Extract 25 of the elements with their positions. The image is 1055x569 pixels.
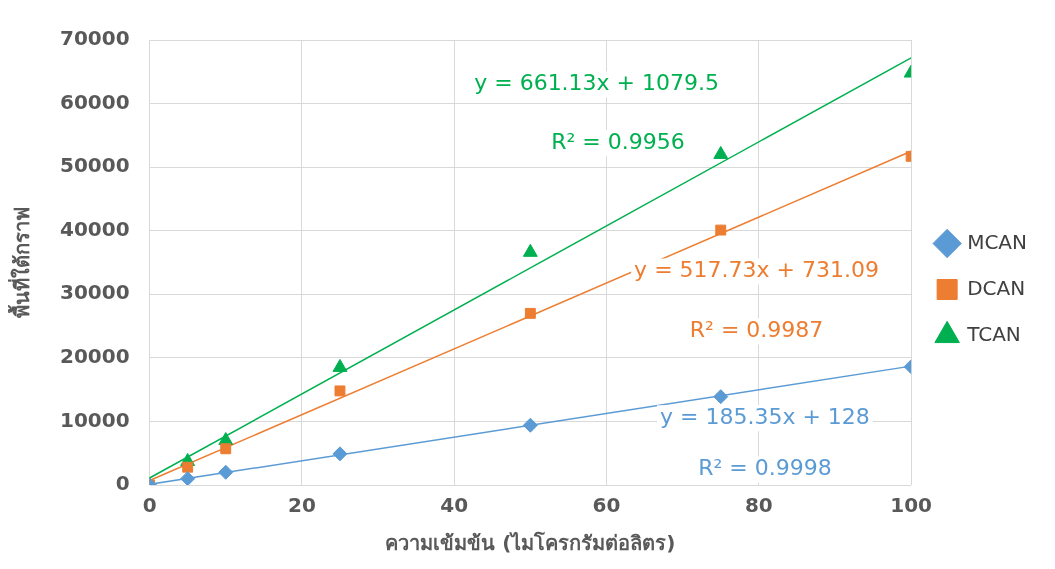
legend-label: DCAN <box>967 275 1026 300</box>
legend-label: TCAN <box>966 321 1021 346</box>
y-tick-label: 60000 <box>59 89 130 114</box>
annotation: R² = 0.9998 <box>698 455 832 481</box>
x-tick-label: 60 <box>592 493 621 518</box>
annotation: y = 185.35x + 128 <box>659 403 870 429</box>
x-tick-label: 100 <box>890 493 933 518</box>
annotation: R² = 0.9956 <box>551 128 685 154</box>
y-tick-label: 10000 <box>59 407 130 432</box>
y-tick-label: 40000 <box>59 216 130 241</box>
x-tick-label: 0 <box>142 493 157 518</box>
y-tick-label: 70000 <box>59 26 130 51</box>
legend-label: MCAN <box>967 229 1028 254</box>
x-tick-label: 20 <box>287 493 316 518</box>
y-tick-label: 0 <box>115 471 130 496</box>
x-axis-title: ความเข้มข้น (ไมโครกรัมต่อลิตร) <box>385 531 676 556</box>
annotation: y = 661.13x + 1079.5 <box>474 70 720 96</box>
x-tick-label: 80 <box>744 493 773 518</box>
y-tick-label: 50000 <box>59 153 130 178</box>
y-tick-label: 30000 <box>59 280 130 305</box>
y-tick-label: 20000 <box>59 344 130 369</box>
y-axis-title: พื้นที่ใต้กราฟ <box>7 207 35 318</box>
annotation: R² = 0.9987 <box>689 317 824 343</box>
x-tick-label: 40 <box>440 493 469 518</box>
annotation: y = 517.73x + 731.09 <box>634 257 879 283</box>
